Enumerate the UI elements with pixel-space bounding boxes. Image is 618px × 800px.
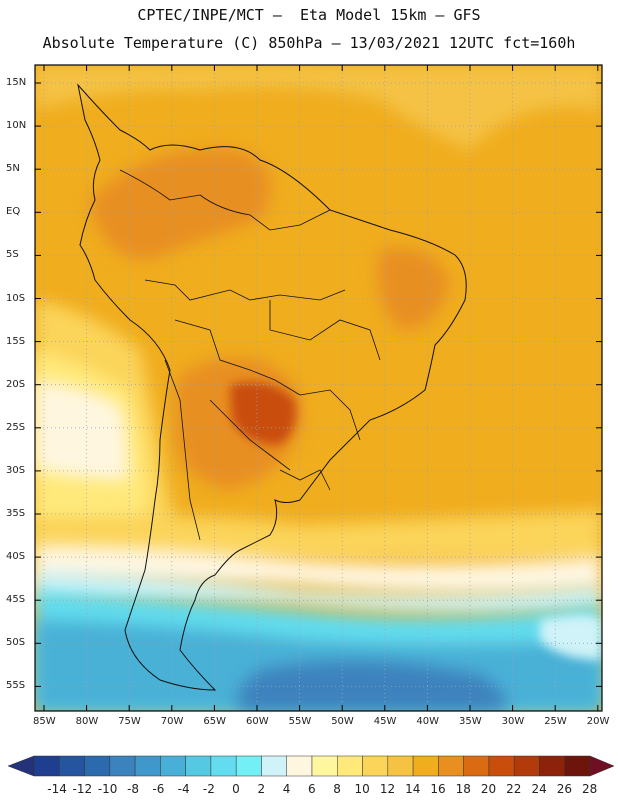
lon-label: 20W xyxy=(586,716,610,727)
lat-label: 20S xyxy=(6,378,26,390)
lat-label: 15S xyxy=(6,335,26,347)
colorbar-label: 18 xyxy=(455,782,471,796)
colorbar-label: 14 xyxy=(405,782,421,796)
colorbar-swatch xyxy=(564,755,591,777)
lat-label: 25S xyxy=(6,421,26,433)
colorbar-swatch xyxy=(286,755,313,777)
colorbar-swatch xyxy=(488,755,515,777)
colorbar-label: -6 xyxy=(152,782,165,796)
colorbar-swatch xyxy=(134,755,161,777)
colorbar-swatch xyxy=(84,755,111,777)
colorbar-label: -8 xyxy=(127,782,140,796)
colorbar-over-arrow xyxy=(589,755,615,777)
lat-label: 10S xyxy=(6,292,26,304)
colorbar-label: 0 xyxy=(232,782,240,796)
coastline xyxy=(77,83,467,691)
pacific-coast-band xyxy=(35,380,129,480)
lon-label: 60W xyxy=(246,716,269,727)
colorbar-swatch xyxy=(362,755,389,777)
lat-label: 55S xyxy=(6,680,26,692)
southern-ocean-coldest xyxy=(237,661,507,711)
map-frame xyxy=(34,64,603,712)
colorbar-swatch xyxy=(59,755,85,777)
colorbar-label: -12 xyxy=(72,782,93,796)
lat-label: 35S xyxy=(6,508,26,519)
lat-label: EQ xyxy=(6,206,21,218)
ne-brazil-warm-area xyxy=(377,248,450,330)
colorbar-swatch xyxy=(387,755,414,777)
colorbar-swatch xyxy=(412,755,439,777)
lon-label: 30W xyxy=(501,716,525,727)
colorbar-swatch xyxy=(337,755,363,777)
colorbar-label: 4 xyxy=(282,782,291,796)
colorbar-swatch xyxy=(438,755,464,777)
colorbar-label: -10 xyxy=(97,782,118,796)
lat-label: 50S xyxy=(6,637,26,649)
colorbar-label: 8 xyxy=(333,782,341,796)
colorbar-swatch xyxy=(235,755,262,777)
east-cold-patch xyxy=(540,615,602,660)
colorbar-swatch xyxy=(109,755,136,777)
lon-label: 55W xyxy=(288,716,312,727)
colorbar-swatch xyxy=(261,755,287,777)
paraguay-hotspot xyxy=(230,382,296,445)
lon-label: 50W xyxy=(331,716,354,727)
lon-label: 65W xyxy=(203,716,227,727)
colorbar-label: -14 xyxy=(47,782,67,796)
lat-label: 30S xyxy=(6,464,26,476)
lat-label: 5N xyxy=(6,163,20,175)
axis-ticks xyxy=(35,65,602,711)
colorbar-swatch xyxy=(311,755,338,777)
colorbar-label: -2 xyxy=(202,782,215,796)
colorbar xyxy=(7,755,615,777)
lat-label: 5S xyxy=(6,249,19,261)
lon-label: 25W xyxy=(544,716,567,727)
country-borders xyxy=(119,169,381,541)
lat-label: 40S xyxy=(6,551,26,563)
map-title: CPTEC/INPE/MCT – Eta Model 15km – GFS xyxy=(137,6,481,24)
map-subtitle: Absolute Temperature (C) 850hPa – 13/03/… xyxy=(42,34,576,52)
lon-label: 35W xyxy=(459,716,482,727)
colorbar-label: 22 xyxy=(506,782,522,796)
colorbar-label: 2 xyxy=(257,782,266,796)
colorbar-swatch xyxy=(463,755,490,777)
colorbar-label: 28 xyxy=(582,782,598,796)
lat-label: 45S xyxy=(6,594,26,606)
colorbar-label: 16 xyxy=(430,782,446,796)
pale-cyan-transition xyxy=(35,570,602,614)
colorbar-label: 20 xyxy=(480,782,497,796)
temperature-map xyxy=(34,64,603,712)
colorbar-label: 26 xyxy=(556,782,572,796)
colorbar-swatch xyxy=(185,755,212,777)
lon-label: 85W xyxy=(33,716,56,727)
lon-label: 80W xyxy=(75,716,99,727)
colorbar-label: 12 xyxy=(379,782,396,796)
temperature-field xyxy=(35,65,602,711)
north-yellow-band xyxy=(35,65,602,150)
colorbar-swatch xyxy=(33,755,60,777)
lon-label: 75W xyxy=(118,716,141,727)
lon-label: 70W xyxy=(160,716,184,727)
colorbar-label: 6 xyxy=(308,782,316,796)
colorbar-swatch xyxy=(160,755,186,777)
colorbar-label: -4 xyxy=(177,782,190,796)
colorbar-under-arrow xyxy=(7,755,35,777)
colorbar-swatch xyxy=(513,755,540,777)
lat-label: 15N xyxy=(6,77,27,88)
colorbar-swatch xyxy=(539,755,565,777)
lon-label: 40W xyxy=(416,716,440,727)
colorbar-swatch xyxy=(210,755,237,777)
amazon-warm-area xyxy=(90,148,272,260)
colorbar-label: 24 xyxy=(531,782,547,796)
grid-lines xyxy=(35,65,602,711)
colorbar-label: 10 xyxy=(354,782,370,796)
lat-label: 10N xyxy=(6,120,27,132)
lon-label: 45W xyxy=(373,716,397,727)
